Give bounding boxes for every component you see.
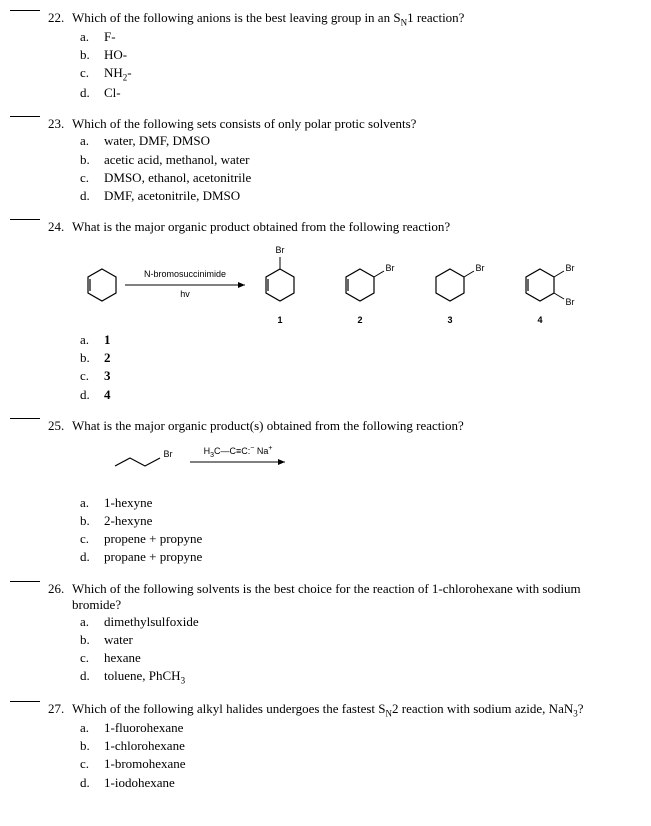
option-text: 1-hexyne (104, 494, 152, 512)
question-27: 27. Which of the following alkyl halides… (50, 701, 631, 791)
option-c: c.1-bromohexane (80, 755, 631, 773)
option-a: a.dimethylsulfoxide (80, 613, 631, 631)
question-number: 23. (48, 116, 72, 132)
br-label: Br (386, 263, 395, 273)
option-c: c.DMSO, ethanol, acetonitrile (80, 169, 631, 187)
option-text: DMSO, ethanol, acetonitrile (104, 169, 251, 187)
option-text: dimethylsulfoxide (104, 613, 199, 631)
options-list: a.1-fluorohexane b.1-chlorohexane c.1-br… (50, 719, 631, 792)
option-b: b.1-chlorohexane (80, 737, 631, 755)
question-number: 26. (48, 581, 72, 597)
option-text: Cl- (104, 84, 121, 102)
reagent-label: H3C—C≡C:− Na+ (204, 445, 273, 459)
reaction-scheme: N-bromosuccinimide hv Br 1 Br 2 (80, 245, 631, 325)
answer-blank[interactable] (10, 581, 40, 582)
br-label: Br (476, 263, 485, 273)
question-text: What is the major organic product obtain… (72, 219, 631, 235)
question-text: What is the major organic product(s) obt… (72, 418, 631, 434)
reagent-label: hv (180, 289, 190, 299)
product-number: 1 (277, 315, 282, 325)
answer-blank[interactable] (10, 219, 40, 220)
options-list: a.1 b.2 c.3 d.4 (50, 331, 631, 404)
option-b: b.water (80, 631, 631, 649)
question-23: 23. Which of the following sets consists… (50, 116, 631, 205)
reagent-label: N-bromosuccinimide (144, 269, 226, 279)
question-number: 24. (48, 219, 72, 235)
option-c: c.NH2- (80, 64, 631, 84)
options-list: a.dimethylsulfoxide b.water c.hexane d.t… (50, 613, 631, 688)
option-text: 3 (104, 367, 111, 385)
option-text: 1 (104, 331, 111, 349)
question-text: Which of the following solvents is the b… (72, 581, 631, 613)
option-text: DMF, acetonitrile, DMSO (104, 187, 240, 205)
br-label: Br (566, 263, 575, 273)
options-list: a.water, DMF, DMSO b.acetic acid, methan… (50, 132, 631, 205)
reaction-scheme: Br H3C—C≡C:− Na+ (110, 442, 631, 486)
option-text: F- (104, 28, 116, 46)
answer-blank[interactable] (10, 116, 40, 117)
option-d: d.Cl- (80, 84, 631, 102)
br-label: Br (164, 449, 173, 459)
question-text: Which of the following alkyl halides und… (72, 701, 631, 719)
answer-blank[interactable] (10, 418, 40, 419)
option-text: 1-chlorohexane (104, 737, 185, 755)
product-number: 2 (357, 315, 362, 325)
question-text: Which of the following sets consists of … (72, 116, 631, 132)
option-d: d.DMF, acetonitrile, DMSO (80, 187, 631, 205)
option-b: b.HO- (80, 46, 631, 64)
option-d: d.1-iodohexane (80, 774, 631, 792)
option-c: c.hexane (80, 649, 631, 667)
option-text: HO- (104, 46, 127, 64)
option-b: b.2-hexyne (80, 512, 631, 530)
option-text: 1-fluorohexane (104, 719, 183, 737)
answer-blank[interactable] (10, 701, 40, 702)
question-22: 22. Which of the following anions is the… (50, 10, 631, 102)
option-text: hexane (104, 649, 141, 667)
option-a: a.F- (80, 28, 631, 46)
product-number: 3 (447, 315, 452, 325)
option-d: d.propane + propyne (80, 548, 631, 566)
option-a: a.1-fluorohexane (80, 719, 631, 737)
option-text: acetic acid, methanol, water (104, 151, 249, 169)
question-24: 24. What is the major organic product ob… (50, 219, 631, 404)
question-text: Which of the following anions is the bes… (72, 10, 631, 28)
br-label: Br (566, 297, 575, 307)
option-b: b.2 (80, 349, 631, 367)
option-text: propene + propyne (104, 530, 202, 548)
option-a: a.water, DMF, DMSO (80, 132, 631, 150)
option-d: d.4 (80, 386, 631, 404)
options-list: a.1-hexyne b.2-hexyne c.propene + propyn… (50, 494, 631, 567)
option-text: 2-hexyne (104, 512, 152, 530)
option-d: d.toluene, PhCH3 (80, 667, 631, 687)
option-text: water (104, 631, 133, 649)
option-text: 1-bromohexane (104, 755, 186, 773)
question-number: 22. (48, 10, 72, 26)
reaction-svg: Br H3C—C≡C:− Na+ (110, 442, 410, 482)
option-c: c.propene + propyne (80, 530, 631, 548)
option-text: 2 (104, 349, 111, 367)
product-number: 4 (537, 315, 542, 325)
option-text: propane + propyne (104, 548, 202, 566)
option-a: a.1 (80, 331, 631, 349)
answer-blank[interactable] (10, 10, 40, 11)
question-25: 25. What is the major organic product(s)… (50, 418, 631, 567)
question-26: 26. Which of the following solvents is t… (50, 581, 631, 688)
option-text: 4 (104, 386, 111, 404)
option-text: toluene, PhCH3 (104, 667, 185, 687)
question-number: 27. (48, 701, 72, 717)
br-label: Br (276, 245, 285, 255)
option-c: c.3 (80, 367, 631, 385)
option-text: water, DMF, DMSO (104, 132, 210, 150)
question-number: 25. (48, 418, 72, 434)
options-list: a.F- b.HO- c.NH2- d.Cl- (50, 28, 631, 103)
option-b: b.acetic acid, methanol, water (80, 151, 631, 169)
reaction-svg: N-bromosuccinimide hv Br 1 Br 2 (80, 245, 620, 325)
option-text: 1-iodohexane (104, 774, 175, 792)
option-a: a.1-hexyne (80, 494, 631, 512)
option-text: NH2- (104, 64, 132, 84)
